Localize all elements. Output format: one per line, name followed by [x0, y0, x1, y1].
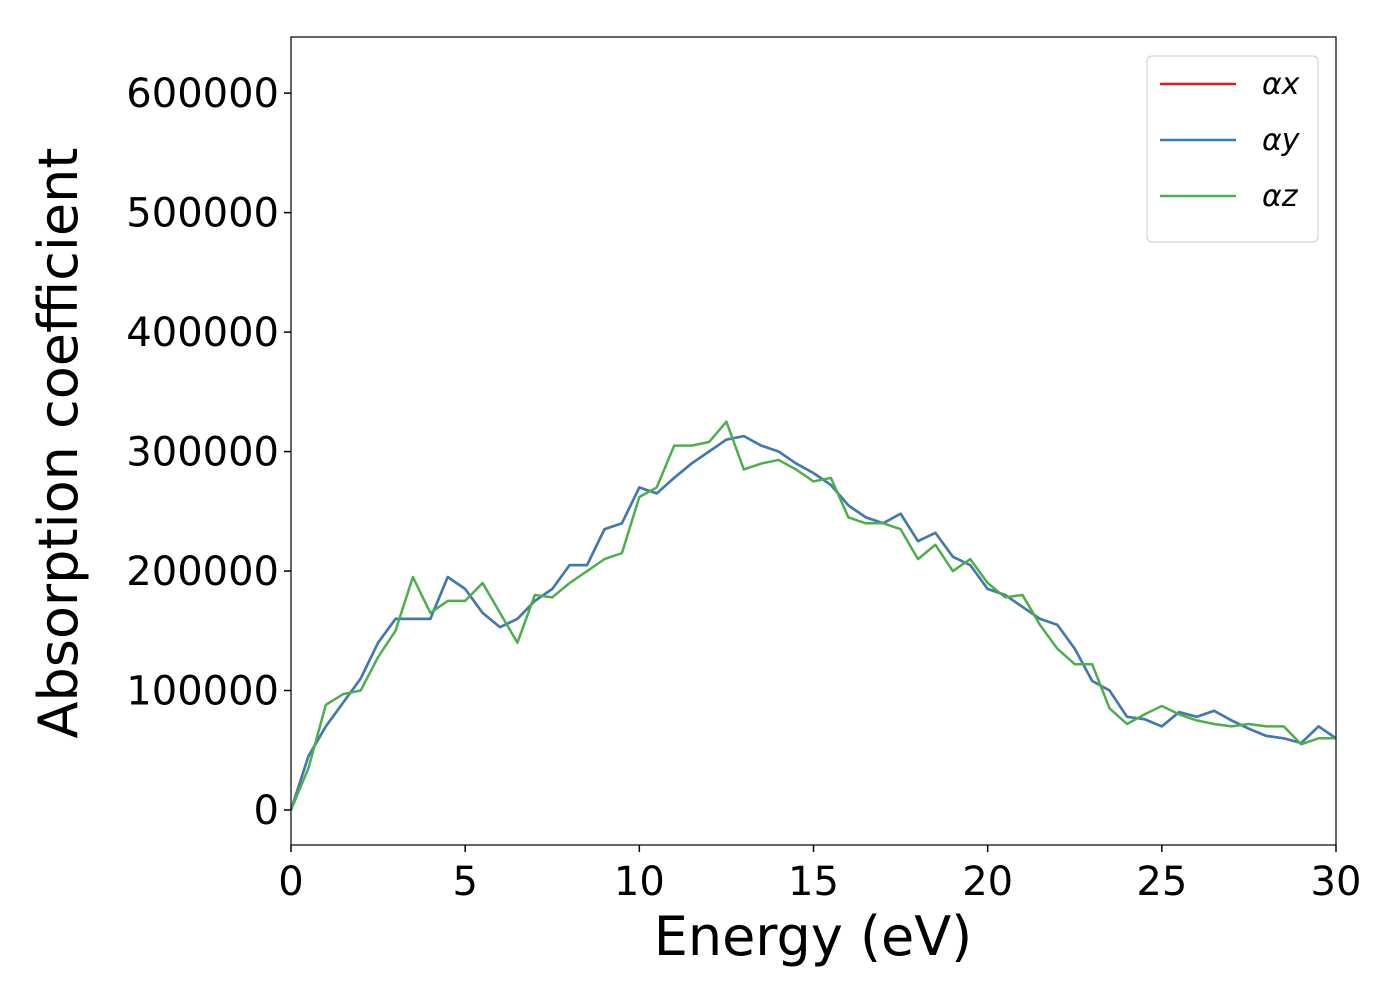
series-line — [289, 420, 1336, 811]
x-tick-label: 20 — [962, 859, 1013, 905]
plot-frame — [290, 36, 1337, 846]
x-axis-label: Energy (eV) — [654, 905, 973, 968]
y-tick-label: 300000 — [126, 430, 279, 476]
x-tick-label: 10 — [614, 859, 665, 905]
x-tick-label: 30 — [1311, 859, 1362, 905]
x-tick-label: 0 — [278, 859, 303, 905]
y-tick-label: 400000 — [126, 310, 279, 356]
y-tick-label: 500000 — [126, 191, 279, 237]
legend-label: αy — [1262, 123, 1301, 158]
legend-label: αx — [1262, 67, 1300, 102]
y-tick-label: 0 — [254, 788, 279, 834]
y-axis-label: Absorption coefficient — [27, 148, 90, 739]
y-tick-label: 100000 — [126, 669, 279, 715]
legend-label: αz — [1262, 179, 1299, 214]
x-tick-label: 15 — [788, 859, 839, 905]
series-line — [289, 434, 1337, 811]
x-tick-label: 25 — [1136, 859, 1187, 905]
y-tick-label: 600000 — [126, 71, 279, 117]
x-tick-label: 5 — [452, 859, 477, 905]
y-tick-label: 200000 — [126, 549, 279, 595]
